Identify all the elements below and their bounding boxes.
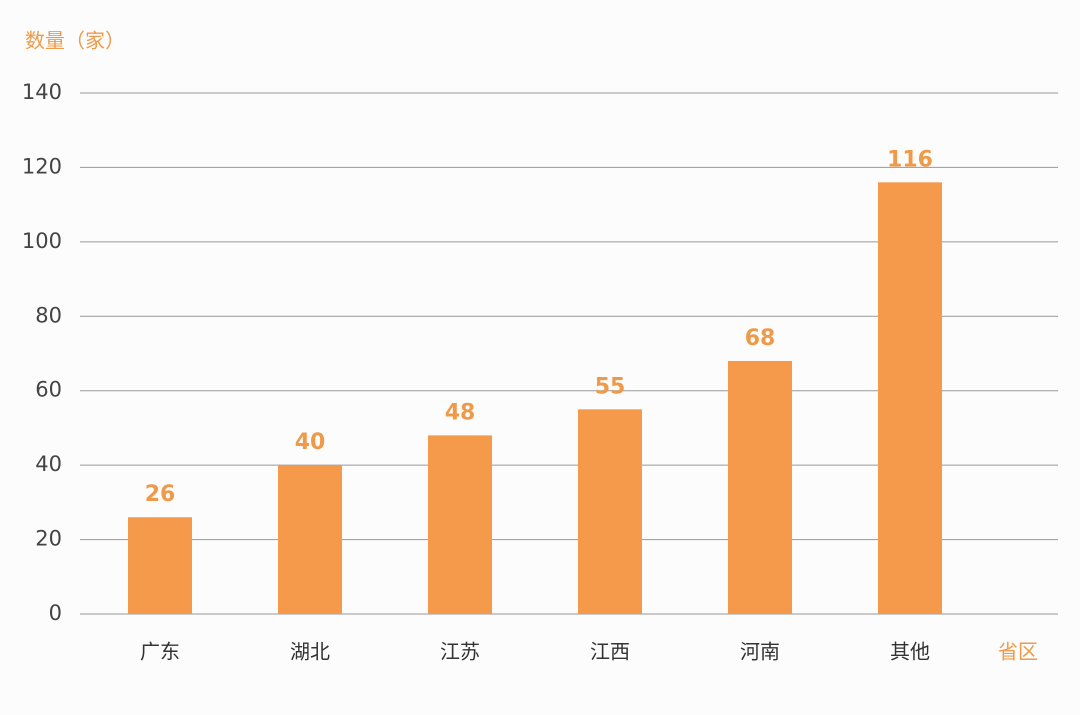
- bar: [428, 435, 492, 614]
- y-tick-label: 40: [35, 452, 62, 476]
- bar: [878, 182, 942, 615]
- bar: [278, 465, 342, 614]
- value-label: 116: [887, 147, 933, 172]
- x-tick-label: 广东: [140, 640, 180, 664]
- y-tick-label: 120: [22, 154, 62, 178]
- value-label: 40: [295, 430, 326, 455]
- y-tick-label: 20: [35, 527, 62, 551]
- y-tick-label: 0: [49, 601, 62, 625]
- x-tick-label: 江苏: [440, 640, 480, 664]
- x-tick-label: 江西: [590, 640, 630, 664]
- x-axis-title: 省区: [998, 640, 1038, 664]
- value-label: 26: [145, 482, 176, 507]
- x-tick-label: 河南: [740, 640, 780, 664]
- y-tick-label: 100: [22, 229, 62, 253]
- bar: [578, 409, 642, 614]
- y-tick-label: 60: [35, 378, 62, 402]
- y-tick-label: 80: [35, 303, 62, 327]
- value-label: 68: [745, 326, 776, 351]
- y-tick-label: 140: [22, 80, 62, 104]
- x-tick-label: 湖北: [290, 640, 330, 664]
- x-tick-label: 其他: [890, 640, 930, 664]
- y-axis-title: 数量（家）: [25, 29, 125, 53]
- bar: [728, 360, 792, 614]
- value-label: 48: [445, 400, 476, 425]
- value-label: 55: [595, 374, 626, 399]
- bar: [128, 517, 192, 614]
